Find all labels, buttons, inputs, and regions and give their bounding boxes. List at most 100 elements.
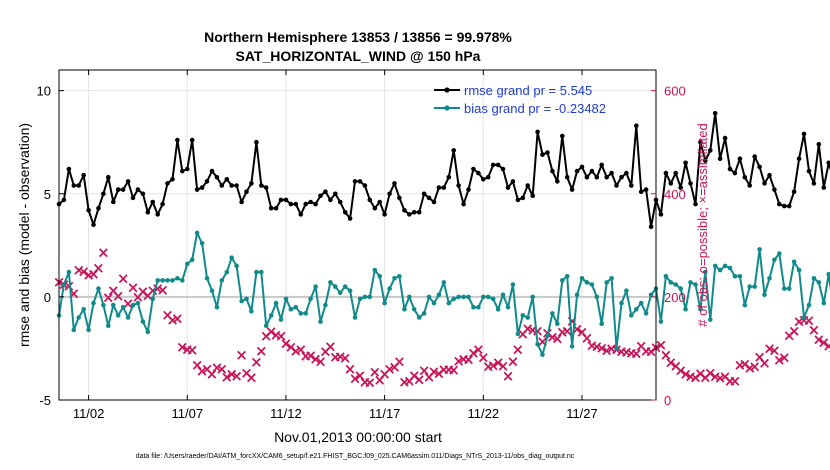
rmse-point [194,187,200,192]
obs-count-marker: × [211,359,224,377]
rmse-point [555,179,560,184]
rmse-point [777,201,782,207]
rmse-point [614,183,619,188]
obs-count-marker: × [694,365,707,383]
rmse-point [490,162,496,168]
bias-point [505,304,511,310]
bias-point [86,327,91,333]
rmse-point [91,222,96,227]
y-tick-label-right: 600 [664,84,686,99]
rmse-point [96,205,101,211]
rmse-point [268,205,274,211]
bias-point [658,319,664,324]
rmse-point [239,199,244,205]
bias-point [352,315,358,320]
bias-point [495,307,501,312]
obs-count-marker: × [630,345,643,363]
bias-series [56,230,830,357]
obs-count-marker: × [339,349,352,367]
bias-point [609,276,614,281]
rmse-point [530,193,535,199]
rmse-point [436,185,442,190]
obs-count-marker: × [477,349,490,367]
obs-count-marker: × [344,360,357,378]
bias-point [727,265,733,271]
bias-point [742,302,748,308]
y-tick-label: -5 [39,393,51,408]
bias-point [244,296,249,302]
legend-rmse-label: rmse grand pr = 5.545 [464,83,592,98]
rmse-point [505,185,511,190]
rmse-point [569,187,575,192]
bias-point [224,269,230,275]
rmse-point [318,193,323,199]
y-tick-label: 10 [37,84,51,99]
bias-point [416,315,422,320]
rmse-point [170,177,175,182]
obs-count-marker: × [161,306,174,324]
rmse-point [392,181,397,186]
rmse-point [234,183,239,188]
bias-point [170,278,175,283]
rmse-point [806,168,812,174]
rmse-point [115,187,121,192]
obs-count-marker: × [586,336,599,354]
rmse-point [120,187,126,192]
bias-point [476,304,481,310]
rmse-point [791,189,797,194]
bias-point [708,317,713,322]
bias-point [668,280,674,285]
bias-point [111,302,116,308]
y-tick-label-right: 400 [664,187,686,202]
rmse-point [150,199,155,205]
x-tick-label: 11/02 [73,406,105,421]
obs-count-marker: × [196,362,209,380]
bias-point [407,294,412,300]
bias-point [66,269,72,275]
rmse-point [333,191,338,197]
rmse-point [313,201,318,207]
rmse-point [619,174,624,180]
rmse-point [574,168,580,174]
bias-point [204,276,210,281]
bias-point [698,307,703,312]
bias-point [219,278,225,283]
bias-point [717,267,723,273]
bias-point [298,311,304,316]
rmse-point [101,191,106,197]
rmse-point [564,174,570,180]
rmse-point [742,174,748,180]
bias-point [106,323,111,329]
obs-count-marker: × [304,347,317,365]
bias-point [545,333,550,339]
rmse-point [347,216,353,221]
obs-count-marker: × [709,367,722,385]
bias-point [392,276,397,281]
rmse-point [772,187,777,192]
obs-count-marker: × [452,352,465,370]
rmse-point [244,189,249,194]
obs-count-marker: × [359,373,372,391]
bias-point [520,313,526,318]
rmse-point [495,162,501,168]
bias-point [446,300,452,306]
bias-point [357,296,363,302]
bias-point [273,300,279,306]
bias-point [278,317,284,322]
obs-count-marker: × [156,281,169,299]
bias-point [101,302,106,308]
bias-point [199,241,205,246]
obs-count-marker: × [625,344,638,362]
rmse-point [189,137,195,143]
obs-count-marker: × [729,372,742,390]
rmse-point [510,179,516,184]
obs-count-marker: × [275,327,288,345]
obs-count-marker: × [77,263,90,281]
obs-count-marker: × [773,351,786,369]
bias-point [328,280,333,285]
obs-count-marker: × [827,339,830,357]
obs-count-marker: × [620,343,633,361]
rmse-point [663,170,669,176]
obs-count-marker: × [299,347,312,365]
bias-point [693,282,698,287]
